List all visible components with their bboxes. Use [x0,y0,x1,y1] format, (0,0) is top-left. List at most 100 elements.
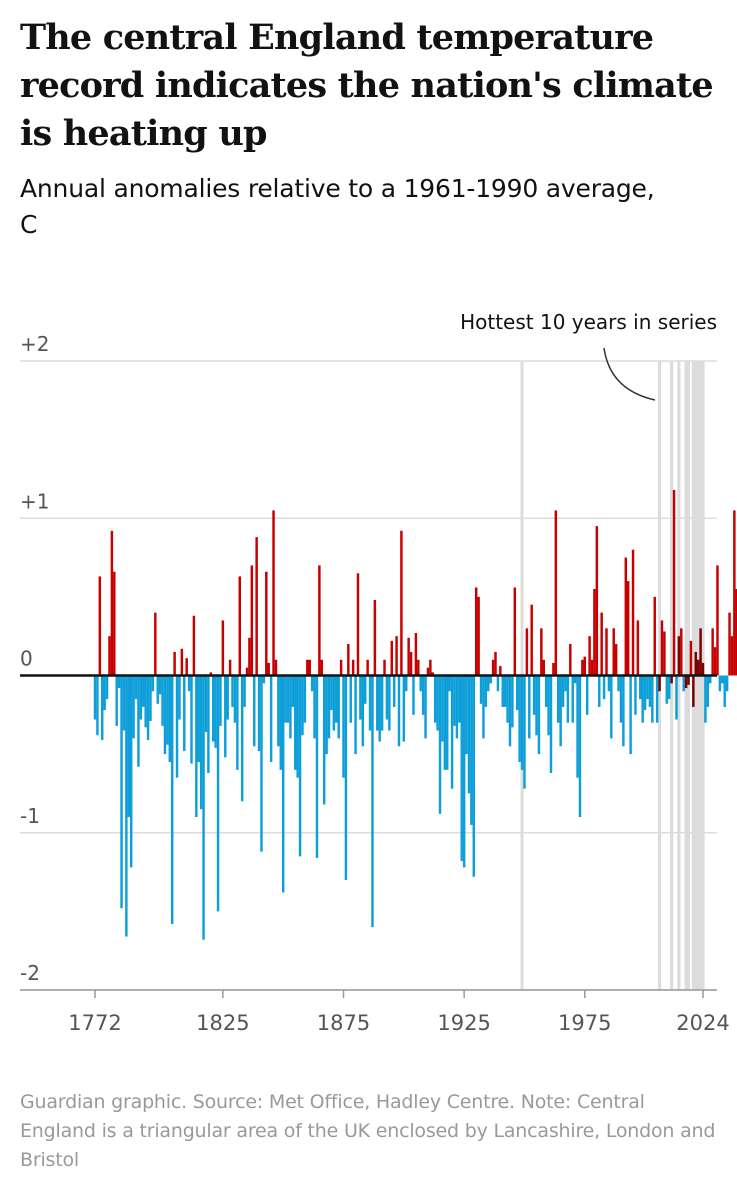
anomaly-bar [342,675,345,778]
anomaly-bar [385,675,389,720]
anomaly-bar [207,675,210,773]
anomaly-bar [508,675,512,747]
anomaly-bar [660,620,664,676]
anomaly-bar [363,675,367,704]
anomaly-bar [117,675,121,689]
anomaly-bar [146,675,150,740]
anomaly-bar [301,675,304,736]
anomaly-bar [622,675,625,747]
anomaly-bar [359,675,362,720]
anomaly-bar [472,675,476,877]
anomaly-bar [284,675,287,723]
anomaly-bar [113,571,116,676]
anomaly-bar [424,675,427,739]
anomaly-bar [332,675,336,731]
anomaly-bar [655,675,659,723]
anomaly-bar [178,675,181,720]
anomaly-bar [356,573,360,676]
anomaly-bar [612,628,615,676]
anomaly-bar [214,675,217,748]
anomaly-bar [588,636,591,676]
anomaly-bar [419,675,422,692]
anomaly-bar [253,675,256,747]
anomaly-bar [260,675,263,852]
anomaly-bar [634,675,637,715]
anomaly-bar [180,648,184,676]
anomaly-bar [513,587,517,676]
anomaly-bar [417,659,420,676]
anomaly-bar [274,659,278,676]
anomaly-bar [682,675,685,692]
anomaly-bar [168,675,172,762]
anomaly-bar [723,675,726,707]
anomaly-bar [173,651,176,676]
anomaly-bar [692,675,695,707]
anomaly-bar [598,675,601,707]
anomaly-bar [166,675,169,745]
anomaly-bar [395,636,398,676]
anomaly-bar [240,675,244,802]
anomaly-bar [195,675,198,818]
anomaly-bar [294,675,297,770]
y-tick-label: -2 [20,961,40,985]
anomaly-bar [453,675,456,726]
anomaly-bar [573,675,577,684]
anomaly-bar [378,675,381,742]
anomaly-bar [122,675,126,731]
anomaly-bar [491,659,495,676]
anomaly-bar [535,675,538,736]
anomaly-bar [224,675,227,758]
anomaly-bar [101,675,104,740]
anomaly-bar [735,589,737,676]
anomaly-bar [429,659,432,676]
anomaly-bar [149,675,152,722]
anomaly-bar [158,675,162,695]
anomaly-bar [704,675,707,723]
anomaly-bar [137,675,140,767]
anomaly-bar [636,620,640,676]
anomaly-bar [409,651,413,676]
anomaly-bar [564,675,567,692]
anomaly-bar [585,675,589,715]
anomaly-bar [211,675,215,742]
anomaly-bar [344,675,348,880]
anomaly-bar [438,675,442,814]
anomaly-bar [617,675,620,692]
anomaly-bar [614,644,618,676]
anomaly-bar [139,675,143,720]
anomaly-bar [248,637,251,676]
anomaly-bar [696,659,700,676]
anomaly-bar [600,612,603,676]
anomaly-bar [721,675,724,684]
anomaly-bar [626,581,630,676]
anomaly-bar [701,662,705,676]
anomaly-bar [238,576,241,676]
anomaly-bar [351,659,355,676]
anomaly-bar [479,675,483,704]
anomaly-bar [709,675,712,684]
anomaly-bar [711,628,714,676]
anomaly-bar [354,675,357,755]
anomaly-bar [631,549,635,676]
anomaly-bar [610,675,613,739]
axes: +2 +1 0 -1 -2 1772 1825 1875 1925 1975 2024 [20,332,730,1035]
anomaly-bar [540,628,543,676]
anomaly-bar [368,675,372,731]
anomaly-bar [477,596,480,676]
anomaly-bar [361,675,365,747]
anomaly-bar [98,576,102,676]
anomaly-bar [231,675,234,707]
source-footnote: Guardian graphic. Source: Met Office, Ha… [20,1091,716,1171]
x-tick-label: 2024 [676,1011,729,1035]
anomaly-bar [523,675,526,789]
anomaly-bar [170,675,174,924]
anomaly-bar [680,628,683,676]
anomaly-bar [677,636,681,676]
x-tick-label: 1925 [437,1011,490,1035]
anomaly-bar [684,675,688,689]
anomaly-bar [554,510,558,676]
anomaly-bar [310,675,314,692]
anomaly-bar [226,675,229,720]
anomaly-bar [489,675,492,684]
anomaly-bar [318,565,321,676]
